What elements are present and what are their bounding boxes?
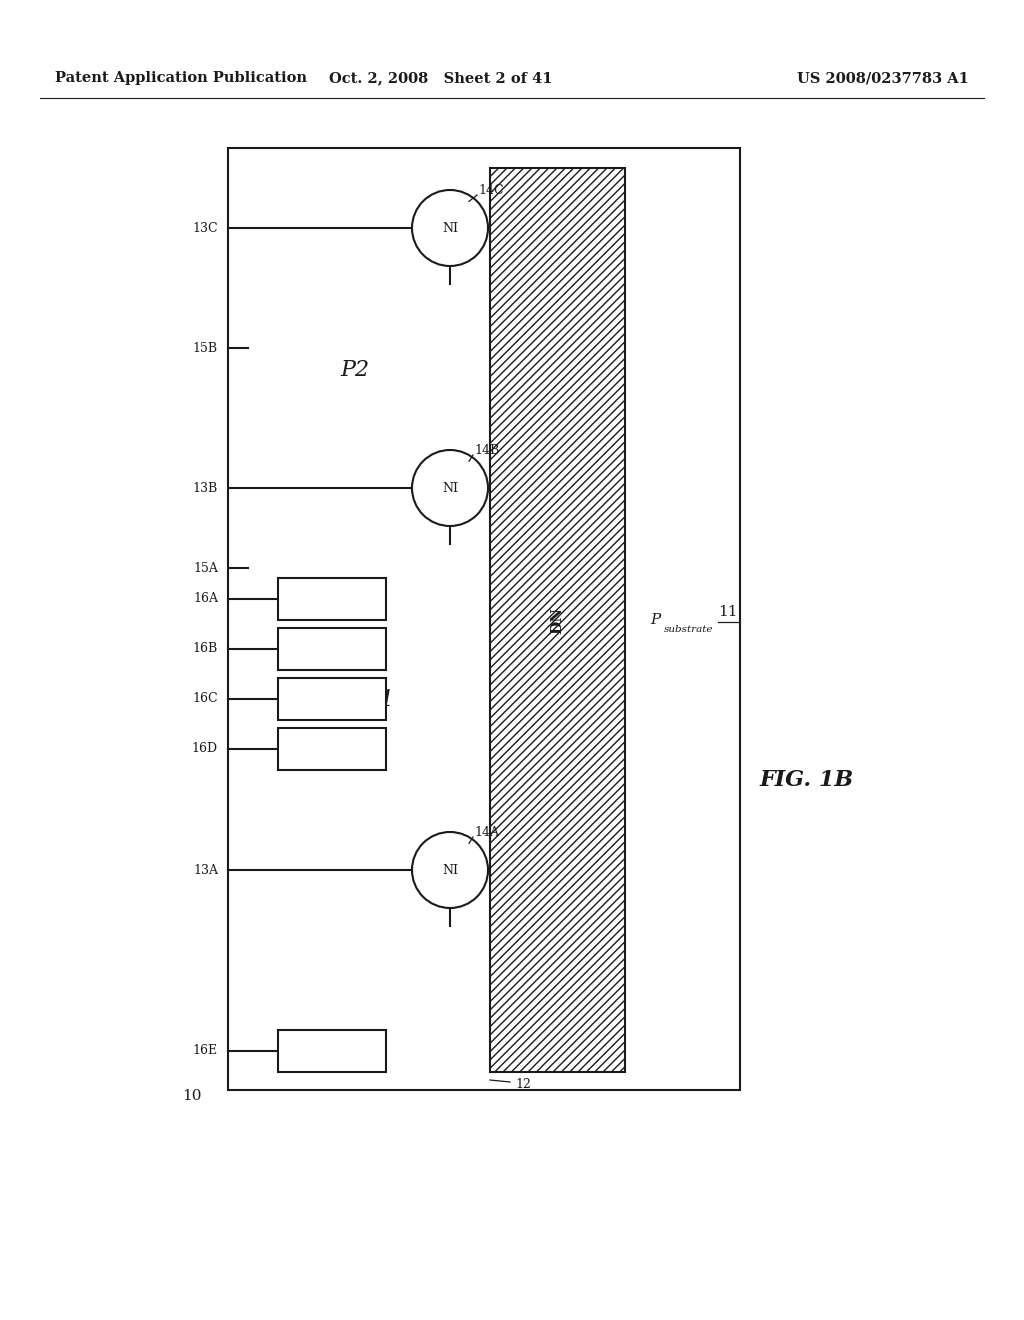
Bar [278,578,386,620]
Text: Oct. 2, 2008   Sheet 2 of 41: Oct. 2, 2008 Sheet 2 of 41 [329,71,552,84]
Text: P: P [650,612,660,627]
Text: P1: P1 [366,689,394,711]
Bar [228,148,740,1090]
Text: 15B: 15B [193,342,218,355]
Text: 16A: 16A [193,593,218,606]
Text: NI: NI [442,863,458,876]
Text: US 2008/0237783 A1: US 2008/0237783 A1 [797,71,969,84]
Text: 14C: 14C [478,183,504,197]
Text: 15A: 15A [194,561,218,574]
Bar [490,168,625,1072]
Circle shape [412,450,488,525]
Text: Patent Application Publication: Patent Application Publication [55,71,307,84]
Bar [278,628,386,671]
Text: NI: NI [442,222,458,235]
Text: 13B: 13B [193,482,218,495]
Bar [278,678,386,719]
Bar [278,729,386,770]
Text: 14A: 14A [474,825,499,838]
Text: 16B: 16B [193,643,218,656]
Text: 16C: 16C [193,693,218,705]
Text: NI: NI [442,482,458,495]
Text: 11: 11 [718,605,737,619]
Text: FIG. 1B: FIG. 1B [760,770,854,791]
Text: 10: 10 [182,1089,202,1104]
Circle shape [412,832,488,908]
Bar [278,1030,386,1072]
Text: 16D: 16D [191,742,218,755]
Text: 14B: 14B [474,444,500,457]
Text: P2: P2 [340,359,370,381]
Text: 12: 12 [515,1078,530,1092]
Text: 16E: 16E [193,1044,218,1057]
Text: 13A: 13A [193,863,218,876]
Text: 13C: 13C [193,222,218,235]
Circle shape [412,190,488,267]
Text: DN: DN [550,606,564,634]
Text: substrate: substrate [664,626,714,635]
